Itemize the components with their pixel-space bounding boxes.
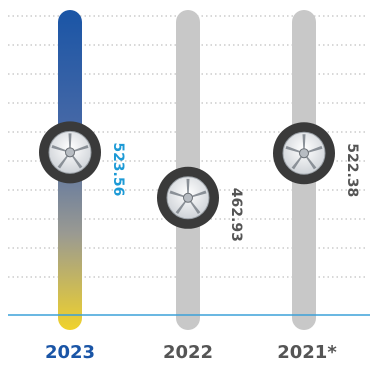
category-labels: 2023 2022 2021* [45,342,337,363]
category-label: 2021* [277,342,337,363]
value-label: 462.93 [228,188,244,242]
wheel-icon [39,121,101,184]
wheel-markers [39,121,335,229]
wheel-icon [157,166,219,229]
category-label: 2022 [163,342,213,363]
value-labels: 523.56 462.93 522.38 [110,142,360,242]
value-label: 522.38 [344,143,360,197]
category-label: 2023 [45,342,95,363]
value-label: 523.56 [110,142,126,196]
wheel-icon [273,122,335,185]
